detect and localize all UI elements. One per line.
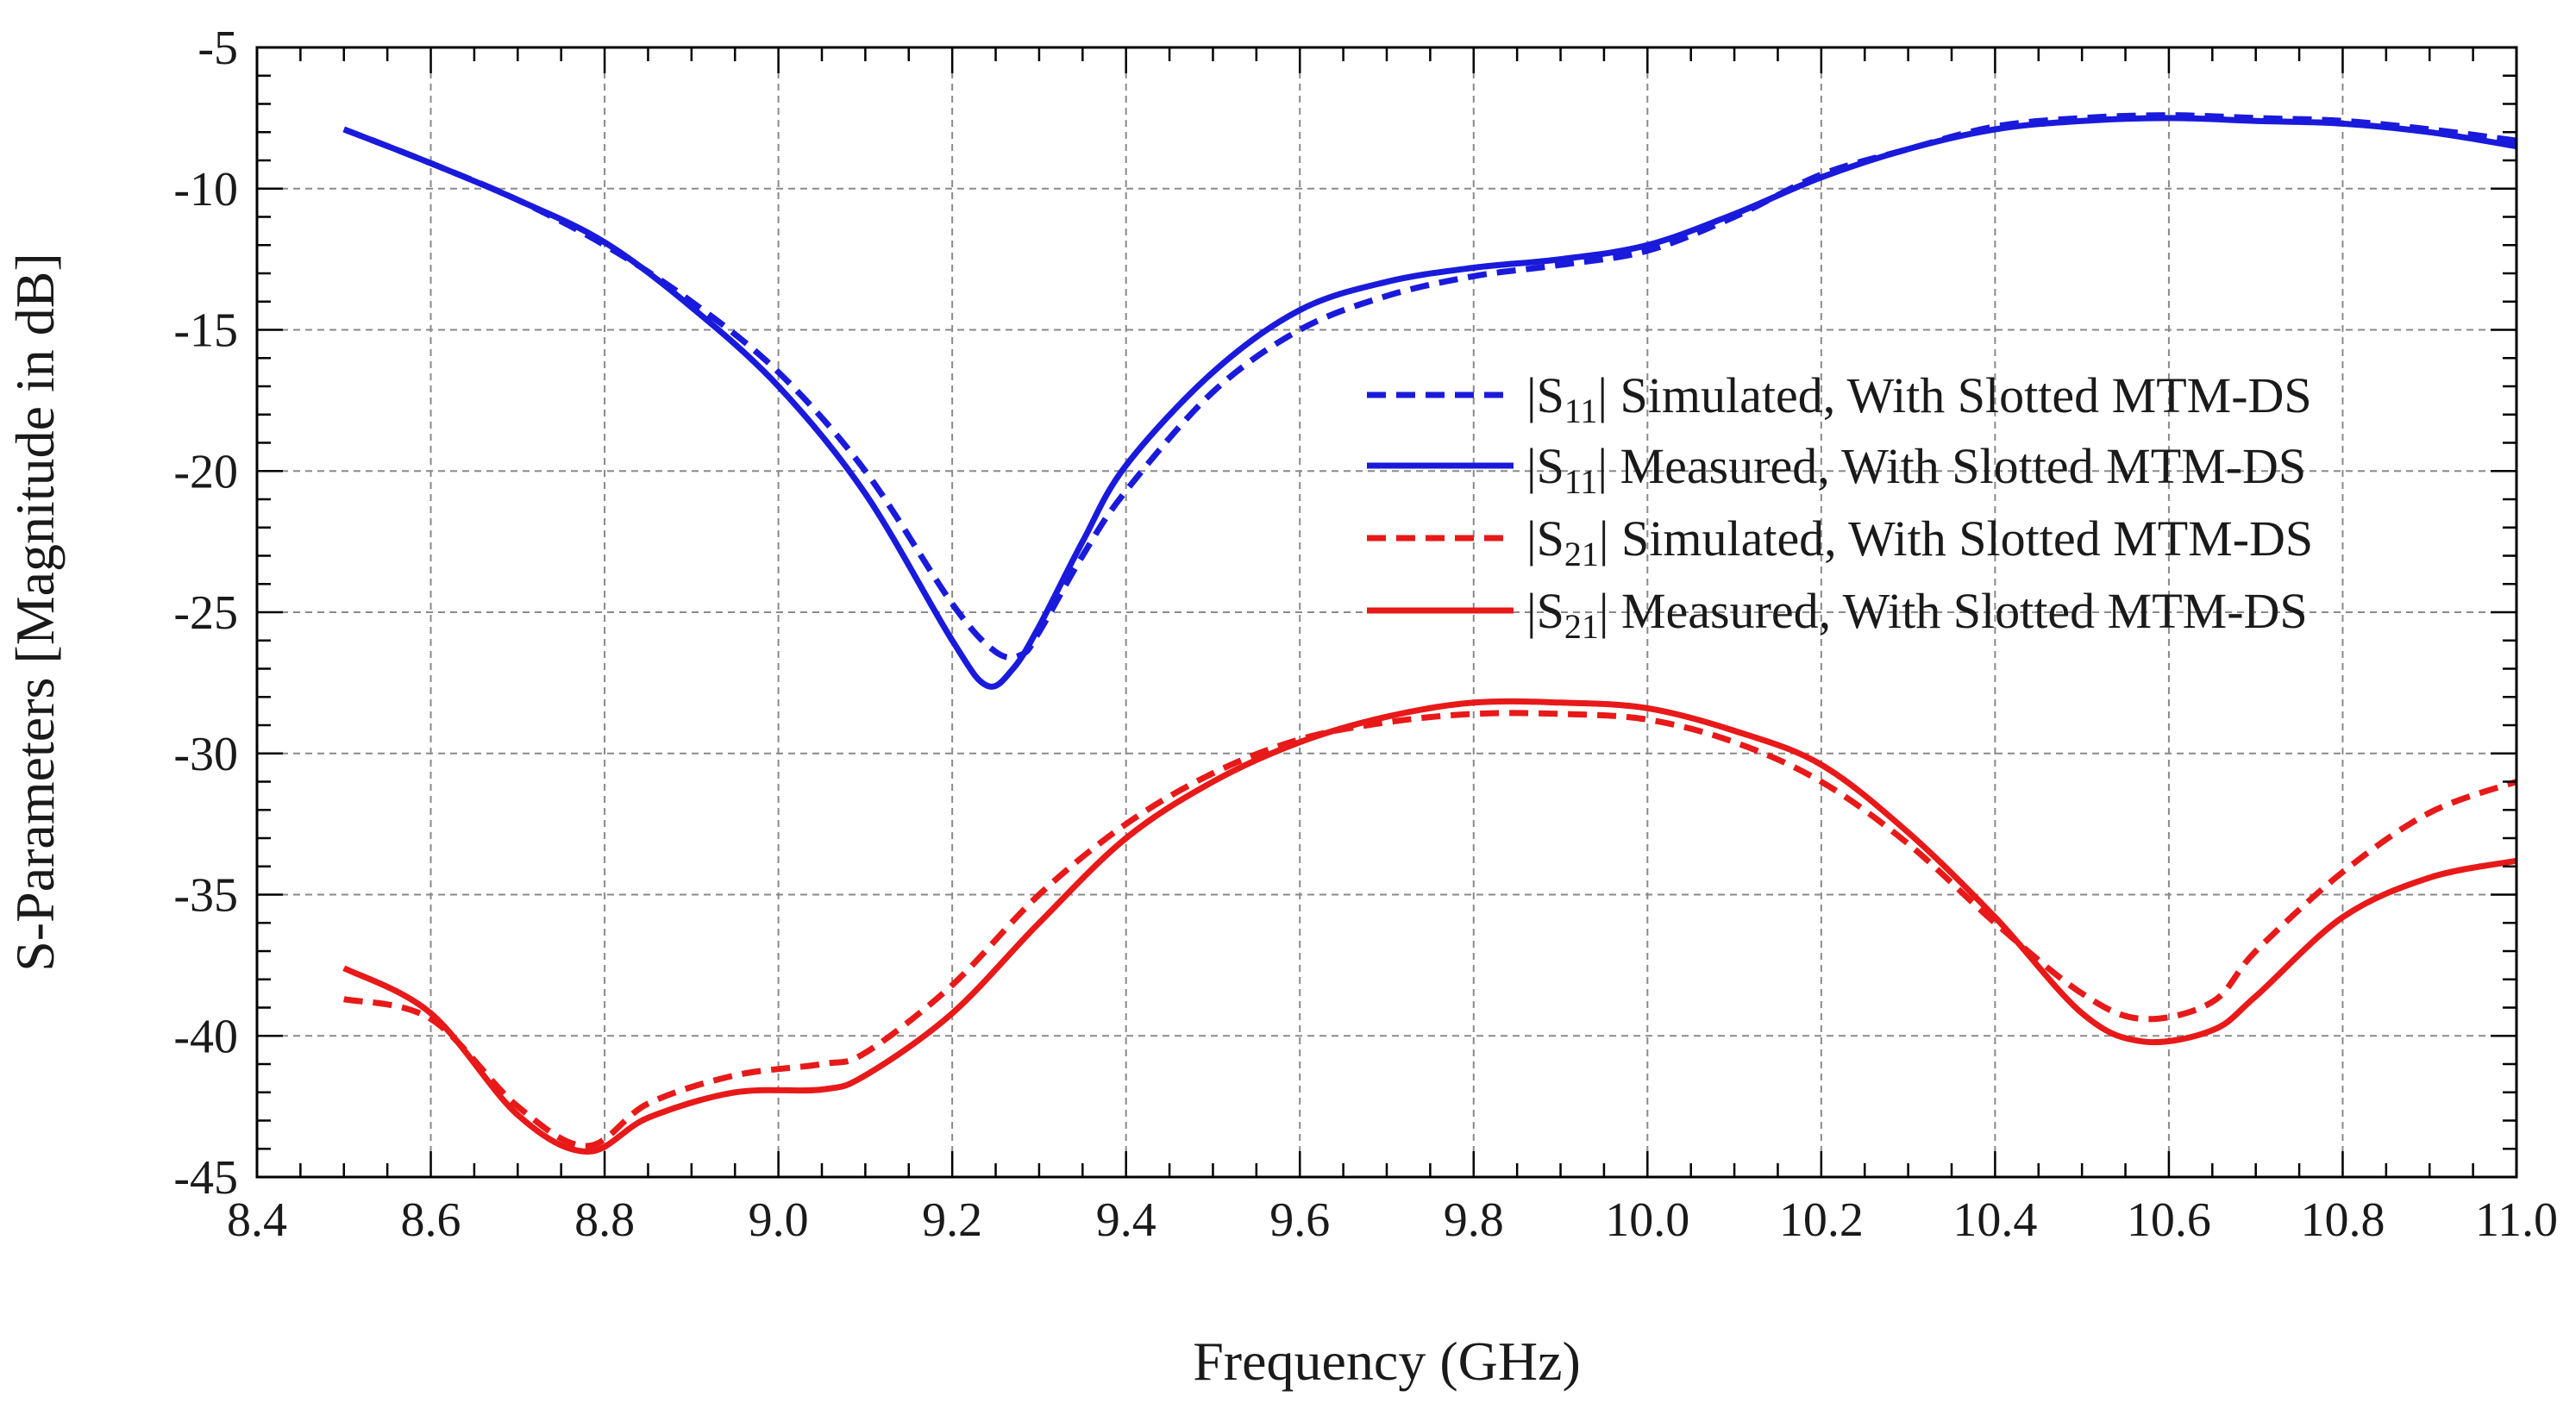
series-line-2 [342, 115, 2517, 690]
x-tick-label: 9.8 [1444, 1193, 1504, 1247]
y-tick-label: -15 [173, 304, 238, 358]
x-tick-label: 9.6 [1269, 1193, 1330, 1247]
x-tick-label: 9.2 [922, 1193, 982, 1247]
y-tick-label: -30 [173, 728, 238, 781]
x-axis-title: Frequency (GHz) [1193, 1331, 1581, 1392]
x-tick-label: 8.8 [574, 1193, 635, 1247]
x-tick-label: 10.2 [1779, 1193, 1864, 1247]
y-tick-label: -20 [173, 445, 238, 498]
y-tick-label: -5 [197, 22, 238, 75]
x-tick-labels: 8.4 8.6 8.8 9.0 9.2 9.4 9.6 9.8 10.0 10.2 10.4 10.6… [227, 1193, 2558, 1247]
y-tick-label: -40 [173, 1010, 238, 1063]
x-tick-label: 10.6 [2127, 1193, 2211, 1247]
y-tick-label: -45 [173, 1151, 238, 1205]
y-tick-label: -35 [173, 869, 238, 923]
legend: |S11| Simulated, With Slotted MTM-DS |S11… [1367, 367, 2313, 646]
x-tick-label: 10.0 [1605, 1193, 1689, 1247]
legend-label: |S21| Measured, With Slotted MTM-DS [1526, 583, 2308, 646]
series-line-3 [343, 710, 2518, 1149]
y-tick-label: -10 [173, 163, 238, 216]
x-tick-label: 9.0 [749, 1193, 809, 1247]
y-tick-labels: -5 -10 -15 -20 -25 -30 -35 -40 -45 [173, 22, 238, 1205]
series-line-4 [342, 698, 2517, 1155]
x-tick-label: 8.6 [401, 1193, 461, 1247]
legend-label: |S11| Measured, With Slotted MTM-DS [1526, 438, 2306, 501]
y-tick-label: -25 [173, 586, 238, 640]
legend-label: |S21| Simulated, With Slotted MTM-DS [1526, 510, 2313, 573]
x-tick-label: 10.4 [1952, 1193, 2037, 1247]
series-lines [342, 112, 2518, 1155]
legend-label: |S11| Simulated, With Slotted MTM-DS [1526, 367, 2312, 430]
x-tick-label: 8.4 [227, 1193, 287, 1247]
y-axis-title: S-Parameters [Magnitude in dB] [4, 253, 66, 972]
x-tick-label: 9.4 [1096, 1193, 1156, 1247]
x-tick-label: 11.0 [2475, 1193, 2558, 1247]
x-tick-label: 10.8 [2300, 1193, 2385, 1247]
axis-ticks [255, 46, 2518, 1179]
